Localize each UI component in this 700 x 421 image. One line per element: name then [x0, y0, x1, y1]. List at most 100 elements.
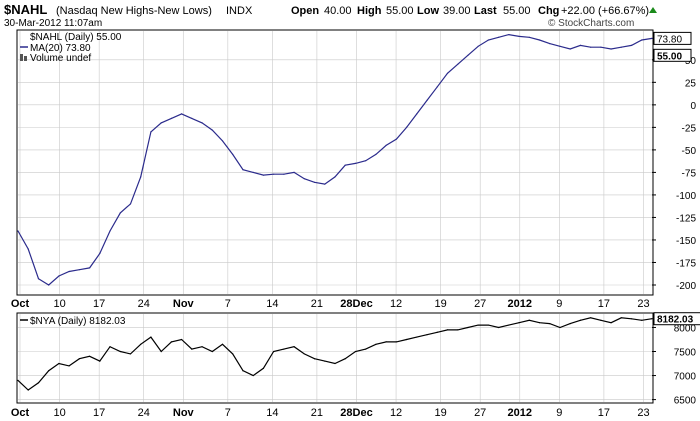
data-point — [579, 44, 582, 47]
data-point — [78, 358, 80, 360]
nya-legend-label: $NYA (Daily) 8182.03 — [30, 316, 126, 327]
data-point — [58, 362, 60, 365]
data-point — [201, 122, 203, 124]
data-point — [630, 44, 633, 47]
data-point — [620, 46, 622, 48]
data-point — [17, 230, 19, 232]
price-tag-box — [653, 48, 692, 62]
x-tick-label: 14 — [266, 298, 278, 310]
exchange-label: INDX — [226, 5, 253, 17]
data-point — [324, 360, 326, 362]
data-point — [518, 35, 520, 38]
data-point — [313, 358, 316, 360]
y-tick-label: -25 — [682, 123, 697, 134]
data-point — [375, 343, 377, 345]
x-tick-label: 24 — [138, 407, 150, 419]
nahl-series — [17, 33, 653, 286]
data-point — [170, 117, 172, 119]
data-point — [498, 36, 500, 38]
data-point — [160, 350, 162, 353]
data-point — [37, 382, 40, 384]
data-point — [426, 99, 428, 101]
data-point — [48, 370, 50, 372]
volume-icon — [20, 54, 23, 61]
data-point — [273, 173, 275, 175]
nahl-legend-label: $NAHL (Daily) 55.00 — [30, 32, 122, 43]
lower-panel-frame — [16, 312, 654, 404]
data-point — [99, 252, 101, 255]
nya-series — [17, 317, 653, 391]
data-point — [37, 278, 40, 280]
ohlc-readout: Open 40.00 High 55.00 Low 39.00 Last 55.… — [291, 5, 649, 17]
data-point — [324, 183, 326, 185]
high-label: High — [357, 5, 382, 17]
data-point — [457, 63, 459, 65]
data-point — [416, 336, 418, 338]
y-tick-label: 6500 — [674, 396, 697, 407]
data-point — [498, 326, 500, 329]
volume-icon-bar — [24, 56, 27, 61]
data-point — [129, 353, 132, 355]
data-point — [528, 319, 530, 321]
data-point — [232, 153, 234, 155]
data-point — [528, 36, 530, 38]
data-point — [395, 341, 397, 343]
data-point — [375, 153, 377, 155]
data-point — [293, 346, 295, 348]
data-point — [191, 348, 193, 350]
x-tick-label: Oct — [11, 407, 30, 419]
data-point — [303, 353, 305, 355]
x-tick-label: 12 — [390, 298, 402, 310]
y-tick-label: -100 — [676, 191, 696, 202]
x-tick-label: 10 — [53, 298, 65, 310]
x-tick-label: 17 — [93, 298, 105, 310]
data-point — [600, 46, 602, 48]
chg-value: +22.00 (+66.67%) — [561, 5, 649, 17]
data-point — [610, 48, 612, 50]
data-point — [150, 131, 152, 133]
y-tick-label: -75 — [682, 168, 697, 179]
lower-y-axis: 6500 7000 7500 8000 — [652, 323, 697, 407]
x-tick-label: 19 — [434, 298, 446, 310]
data-point — [569, 48, 571, 50]
lower-price-tags: 8182.03 — [653, 312, 700, 326]
price-tag-label: 73.80 — [657, 34, 682, 45]
x-tick-label: 17 — [598, 298, 610, 310]
chg-label: Chg — [538, 5, 559, 17]
data-point — [283, 173, 285, 175]
data-point — [559, 326, 561, 329]
data-point — [334, 362, 336, 365]
y-tick-label: -150 — [676, 236, 696, 247]
data-point — [559, 45, 561, 47]
data-point — [549, 323, 551, 325]
x-tick-label: 23 — [637, 407, 649, 419]
lower-legend: $NYA (Daily) 8182.03 — [20, 316, 126, 327]
data-point — [140, 176, 142, 178]
data-point — [109, 346, 111, 348]
data-point — [405, 338, 408, 341]
data-point — [467, 326, 469, 329]
data-point — [446, 72, 449, 74]
data-point — [68, 365, 70, 367]
data-point — [641, 319, 643, 321]
y-tick-label: 8000 — [674, 323, 697, 334]
data-point — [262, 367, 265, 369]
data-point — [160, 122, 162, 124]
data-point — [181, 338, 183, 341]
low-value: 39.00 — [443, 5, 471, 17]
data-point — [436, 331, 438, 333]
data-point — [610, 322, 612, 324]
data-point — [590, 317, 592, 319]
triangle-up-icon — [649, 7, 657, 13]
x-tick-label: 27 — [474, 407, 486, 419]
data-point — [620, 317, 622, 319]
price-tag-box — [653, 312, 700, 326]
brand-label: © StockCharts.com — [548, 18, 634, 29]
data-point — [354, 162, 357, 165]
upper-y-axis: -200-175-150-125-100-75-50-2502550 — [652, 56, 696, 292]
data-point — [78, 269, 80, 271]
symbol-name: (Nasdaq New Highs-New Lows) — [56, 5, 212, 17]
data-point — [641, 39, 643, 41]
last-value: 55.00 — [503, 5, 531, 17]
